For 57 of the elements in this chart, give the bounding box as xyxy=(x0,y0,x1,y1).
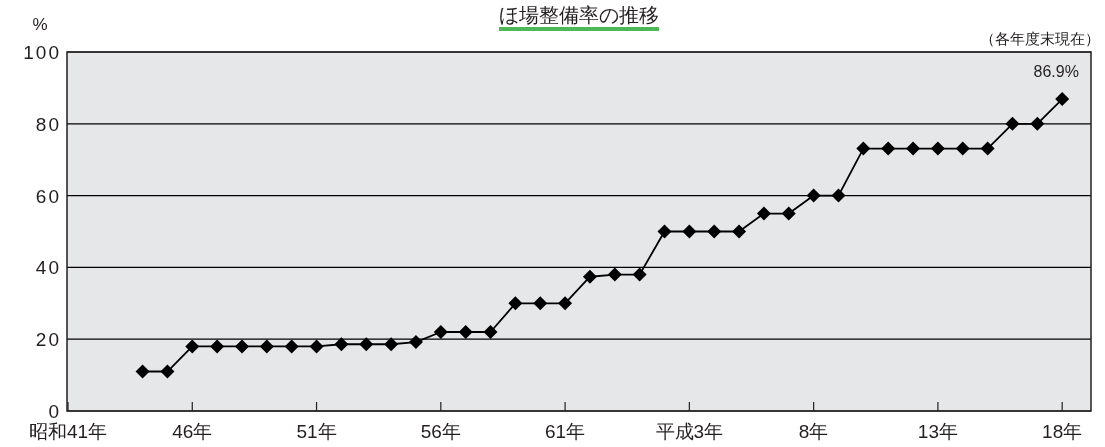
point xyxy=(334,337,349,352)
point xyxy=(806,188,821,203)
point xyxy=(359,337,374,352)
title: ほ場整備率の推移 xyxy=(499,4,659,26)
point xyxy=(607,267,622,282)
point xyxy=(707,224,722,239)
point xyxy=(508,296,523,311)
point xyxy=(582,269,597,284)
point xyxy=(632,267,647,282)
point xyxy=(906,141,921,156)
point xyxy=(930,141,945,156)
point xyxy=(1030,116,1045,131)
x-tick-label: 61年 xyxy=(545,421,586,442)
x-tick-label: 51年 xyxy=(296,421,337,442)
point xyxy=(881,141,896,156)
point xyxy=(856,141,871,156)
x-tick-label: 18年 xyxy=(1042,421,1083,442)
y-tick-label: 20 xyxy=(35,329,61,351)
point xyxy=(558,296,573,311)
y-axis-title: % xyxy=(32,15,48,34)
point xyxy=(259,339,274,354)
x-tick-label: 46年 xyxy=(172,421,213,442)
point xyxy=(483,325,498,340)
x-tick-label: 56年 xyxy=(420,421,461,442)
x-tick-label: 13年 xyxy=(917,421,958,442)
point xyxy=(657,224,672,239)
y-tick-label: 60 xyxy=(35,185,61,207)
point xyxy=(135,364,150,379)
point xyxy=(1005,116,1020,131)
point xyxy=(210,339,225,354)
point xyxy=(831,188,846,203)
point xyxy=(533,296,548,311)
point xyxy=(433,325,448,340)
data-label: 86.9% xyxy=(1033,63,1079,81)
point xyxy=(160,364,175,379)
point xyxy=(980,141,995,156)
point xyxy=(781,206,796,221)
point xyxy=(384,337,399,352)
point xyxy=(185,339,200,354)
point xyxy=(955,141,970,156)
point xyxy=(408,335,423,350)
point xyxy=(732,224,747,239)
x-tick-label: 昭和41年 xyxy=(28,421,108,442)
x-tick-label: 8年 xyxy=(798,421,829,442)
text: （各年度末現在） xyxy=(980,30,1100,47)
y-tick-label: 0 xyxy=(48,401,61,422)
y-tick-label: 40 xyxy=(35,257,61,279)
x-tick-label: 平成3年 xyxy=(655,421,724,442)
point xyxy=(309,339,324,354)
point xyxy=(458,325,473,340)
y-tick-label: 100 xyxy=(23,42,61,63)
point xyxy=(682,224,697,239)
point xyxy=(284,339,299,354)
y-tick-label: 80 xyxy=(35,113,61,135)
point xyxy=(234,339,249,354)
point xyxy=(756,206,771,221)
point xyxy=(1055,92,1070,107)
